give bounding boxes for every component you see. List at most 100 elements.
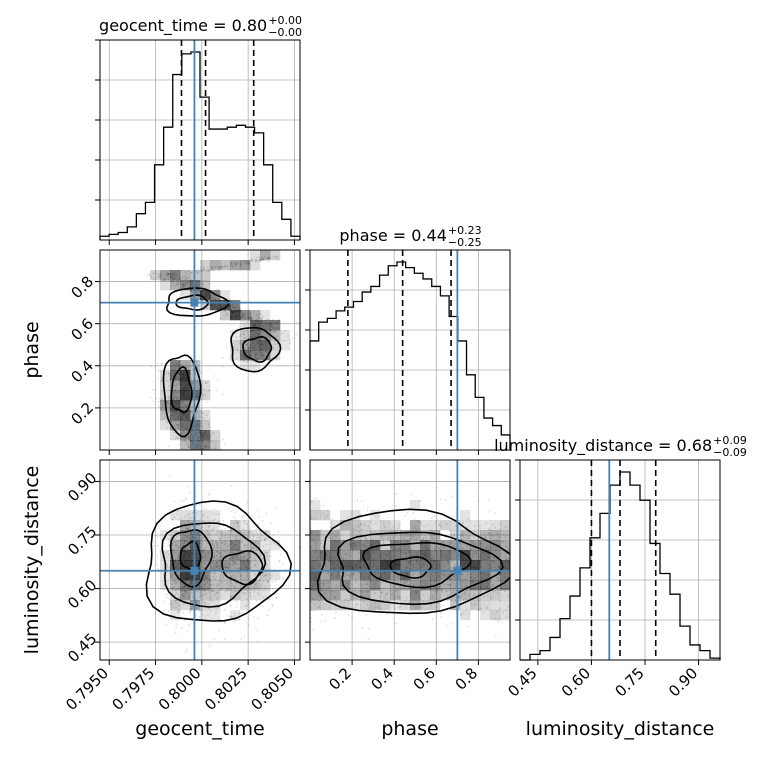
density-cell	[500, 580, 510, 591]
sample-point	[269, 330, 272, 332]
sample-point	[204, 394, 206, 396]
sample-point	[200, 549, 203, 552]
density-cell	[170, 540, 181, 551]
sample-point	[248, 355, 251, 357]
sample-point	[199, 568, 202, 571]
sample-point	[166, 274, 169, 277]
density-cell	[350, 560, 361, 571]
sample-point	[260, 331, 262, 334]
sample-point	[472, 594, 475, 597]
density-cell	[240, 260, 251, 271]
sample-point	[222, 576, 225, 579]
sample-point	[418, 594, 421, 597]
sample-point	[329, 568, 332, 570]
sample-point	[185, 394, 188, 397]
sample-point	[195, 548, 198, 551]
sample-point	[187, 422, 189, 424]
sample-point	[379, 554, 382, 556]
sample-point	[222, 438, 224, 441]
sample-point	[315, 541, 317, 543]
sample-point	[183, 580, 186, 583]
sample-point	[238, 342, 241, 345]
sample-point	[177, 510, 179, 513]
sample-point	[200, 267, 202, 270]
sample-point	[501, 587, 503, 590]
sample-point	[175, 389, 177, 392]
sample-point	[232, 561, 235, 563]
sample-point	[369, 530, 372, 533]
sample-point	[185, 497, 187, 499]
sample-point	[454, 551, 456, 553]
sample-point	[367, 551, 370, 554]
sample-point	[204, 445, 207, 448]
sample-point	[311, 564, 313, 567]
sample-point	[312, 609, 315, 612]
density-cell	[350, 570, 361, 581]
sample-point	[228, 308, 231, 311]
sample-point	[244, 546, 247, 549]
sample-point	[169, 572, 171, 574]
sample-point	[414, 590, 417, 593]
sample-point	[199, 528, 202, 531]
density-cell	[440, 590, 451, 601]
sample-point	[377, 548, 380, 551]
sample-point	[183, 399, 186, 401]
sample-point	[205, 576, 207, 579]
sample-point	[240, 612, 243, 615]
sample-point	[452, 591, 454, 594]
sample-point	[471, 579, 474, 582]
sample-point	[248, 567, 251, 570]
density-cell	[260, 570, 271, 581]
sample-point	[436, 541, 439, 543]
sample-point	[424, 553, 426, 556]
sample-point	[252, 533, 255, 536]
density-cell	[160, 410, 171, 421]
sample-point	[465, 578, 467, 581]
sample-point	[480, 556, 483, 559]
sample-point	[372, 542, 375, 545]
sample-point	[446, 584, 449, 586]
sample-point	[159, 273, 162, 276]
sample-point	[150, 365, 153, 368]
sample-point	[352, 548, 354, 551]
sample-point	[202, 539, 205, 542]
sample-point	[418, 499, 421, 502]
sample-point	[164, 370, 167, 373]
sample-point	[215, 389, 218, 392]
sample-point	[313, 589, 316, 592]
sample-point	[331, 522, 334, 525]
sample-point	[165, 400, 168, 403]
sample-point	[381, 540, 384, 542]
sample-point	[272, 534, 275, 537]
sample-point	[212, 519, 215, 522]
sample-point	[376, 567, 379, 570]
sample-point	[206, 588, 209, 590]
sample-point	[253, 323, 256, 326]
sample-point	[435, 486, 438, 489]
sample-point	[269, 555, 272, 557]
sample-point	[183, 390, 186, 392]
sample-point	[261, 353, 264, 355]
sample-point	[176, 391, 178, 394]
sample-point	[182, 413, 185, 416]
sample-point	[458, 565, 460, 568]
sample-point	[207, 603, 210, 605]
density-cell	[150, 270, 161, 281]
sample-point	[406, 572, 409, 575]
sample-point	[178, 414, 181, 416]
density-cell	[220, 540, 231, 551]
sample-point	[223, 608, 226, 611]
sample-point	[181, 284, 184, 287]
sample-point	[381, 581, 383, 584]
sample-point	[334, 546, 337, 548]
density-cell	[450, 580, 461, 591]
sample-point	[149, 396, 152, 399]
sample-point	[313, 604, 316, 606]
sample-point	[185, 547, 188, 550]
sample-point	[183, 406, 186, 409]
density-cell	[170, 600, 181, 611]
sample-point	[505, 587, 508, 590]
sample-point	[243, 560, 246, 562]
sample-point	[260, 256, 263, 259]
sample-point	[177, 611, 180, 613]
